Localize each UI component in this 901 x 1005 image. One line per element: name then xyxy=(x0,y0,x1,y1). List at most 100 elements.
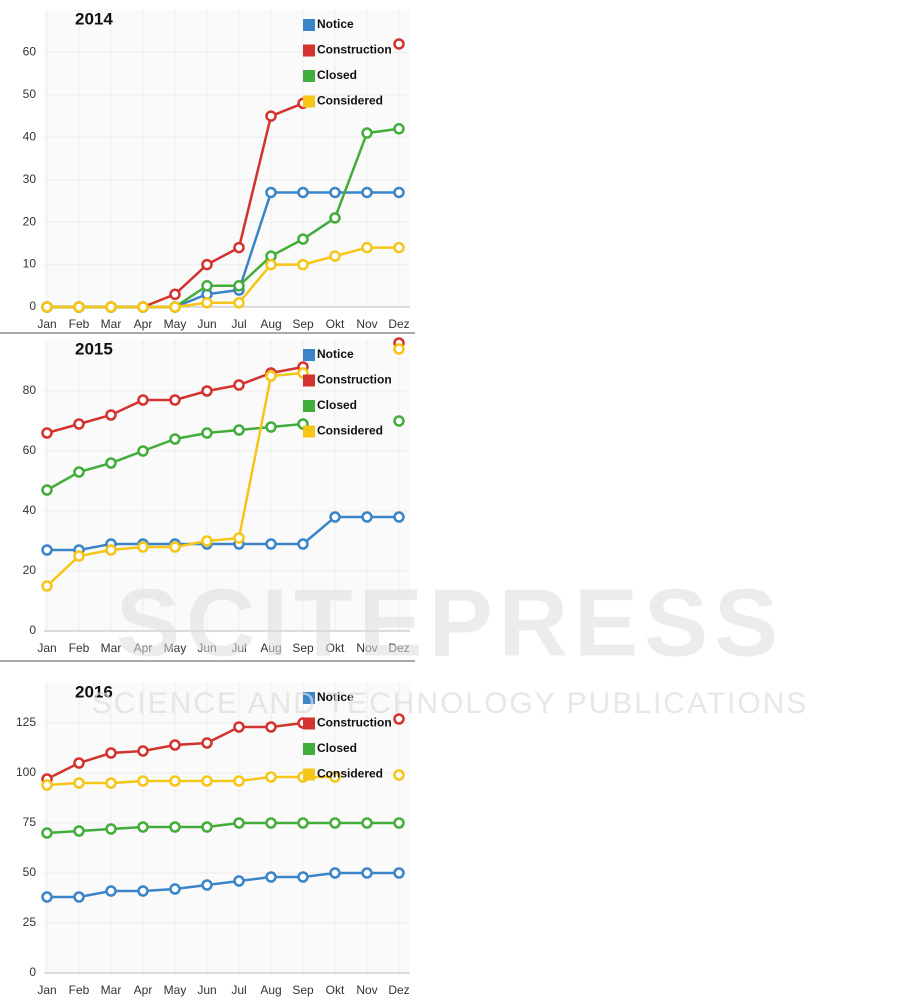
x-tick-label: Apr xyxy=(134,983,153,997)
x-tick-label: Okt xyxy=(326,317,345,331)
data-point xyxy=(361,186,373,199)
legend-swatch xyxy=(303,743,315,755)
data-point xyxy=(265,817,277,829)
data-point xyxy=(73,301,85,313)
data-point xyxy=(329,212,341,224)
y-tick-label: 10 xyxy=(23,257,37,271)
data-point xyxy=(105,823,117,835)
data-point xyxy=(329,771,341,783)
y-tick-label: 30 xyxy=(23,172,37,186)
data-point xyxy=(73,418,85,430)
legend-label: Considered xyxy=(317,94,383,108)
legend-label: Notice xyxy=(317,347,354,361)
legend-swatch xyxy=(303,44,315,57)
data-point xyxy=(201,427,213,439)
y-tick-label: 25 xyxy=(23,915,37,929)
data-point xyxy=(201,737,213,749)
data-point xyxy=(393,123,405,135)
y-tick-label: 75 xyxy=(23,815,37,829)
x-tick-label: Aug xyxy=(260,983,281,997)
data-point xyxy=(169,739,181,751)
data-point xyxy=(265,771,277,783)
x-tick-label: Okt xyxy=(326,983,345,997)
x-tick-label: Aug xyxy=(260,641,281,655)
legend-swatch xyxy=(303,70,315,82)
data-point xyxy=(393,38,405,50)
x-tick-label: Apr xyxy=(134,317,153,331)
data-point xyxy=(233,532,245,544)
legend-label: Considered xyxy=(317,767,383,781)
data-point xyxy=(329,817,341,829)
data-point xyxy=(393,186,405,199)
x-tick-label: Feb xyxy=(69,641,90,655)
data-point xyxy=(137,775,149,787)
data-point xyxy=(265,871,277,883)
x-tick-label: Dez xyxy=(388,983,409,997)
data-point xyxy=(41,301,53,313)
data-point xyxy=(297,233,309,245)
y-tick-label: 50 xyxy=(23,865,37,879)
chart-panel: 0 20 40 60 80 Jan Feb Mar Apr May Jun Jul Aug Sep Okt N… xyxy=(23,337,410,655)
data-point xyxy=(169,394,181,406)
data-point xyxy=(41,484,53,496)
plot-area xyxy=(44,683,410,973)
series-line xyxy=(46,775,335,787)
legend-label: Closed xyxy=(317,68,357,82)
data-point xyxy=(137,821,149,833)
y-tick-label: 40 xyxy=(23,503,37,517)
y-tick-label: 125 xyxy=(16,715,36,729)
data-point xyxy=(265,538,277,550)
data-point xyxy=(137,394,149,406)
plot-area xyxy=(44,10,410,307)
x-tick-label: Jun xyxy=(197,317,216,331)
legend-label: Closed xyxy=(317,398,357,412)
data-point xyxy=(265,721,277,733)
x-tick-label: Nov xyxy=(356,983,377,997)
data-point xyxy=(201,879,213,891)
x-tick-label: Jun xyxy=(197,641,216,655)
x-tick-label: Mar xyxy=(101,641,122,655)
data-point xyxy=(265,370,277,382)
data-point xyxy=(297,538,309,550)
y-tick-label: 20 xyxy=(23,214,37,228)
y-tick-label: 100 xyxy=(16,765,36,779)
data-point xyxy=(297,817,309,829)
legend-label: Construction xyxy=(317,716,392,730)
data-point xyxy=(233,297,245,309)
data-point xyxy=(201,280,213,292)
data-point xyxy=(297,186,309,199)
data-point xyxy=(393,713,405,725)
data-point xyxy=(201,258,213,271)
data-point xyxy=(329,186,341,199)
x-tick-label: Jul xyxy=(231,317,246,331)
chart-title: 2016 xyxy=(75,682,113,701)
data-point xyxy=(233,280,245,292)
data-point xyxy=(73,550,85,562)
data-point xyxy=(393,343,405,355)
data-point xyxy=(393,769,405,781)
data-point xyxy=(201,821,213,833)
legend-swatch xyxy=(303,768,315,781)
legend-swatch xyxy=(303,19,315,31)
x-tick-label: Jan xyxy=(37,983,56,997)
x-tick-label: Dez xyxy=(388,641,409,655)
data-point xyxy=(73,825,85,837)
legend-swatch xyxy=(303,400,315,412)
data-point xyxy=(73,891,85,903)
data-point xyxy=(393,817,405,829)
chart-panel: 0 25 50 75 100 125 Jan Feb Mar Apr May Jun Jul Aug Sep… xyxy=(16,682,410,997)
data-point xyxy=(105,544,117,556)
watermark: SCITEPRESS SCIENCE AND TECHNOLOGY PUBLIC… xyxy=(92,569,807,720)
data-point xyxy=(41,827,53,839)
data-point xyxy=(137,745,149,757)
x-tick-label: Aug xyxy=(260,317,281,331)
data-point xyxy=(329,250,341,262)
x-tick-label: Dez xyxy=(388,317,409,331)
chart-panel: 0 10 20 30 40 50 60 Jan Feb Mar Apr May Jun Jul Aug Sep… xyxy=(23,9,410,331)
data-point xyxy=(41,544,53,556)
data-point xyxy=(169,775,181,787)
data-point xyxy=(105,409,117,421)
legend-swatch xyxy=(303,349,315,361)
legend-swatch xyxy=(303,374,315,387)
